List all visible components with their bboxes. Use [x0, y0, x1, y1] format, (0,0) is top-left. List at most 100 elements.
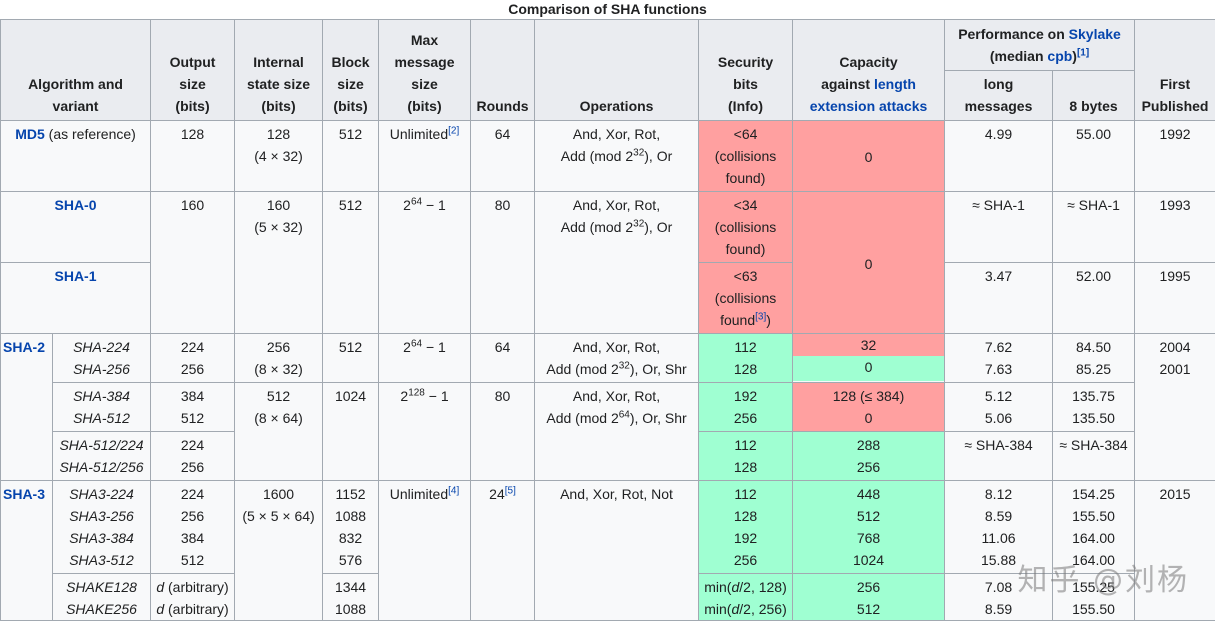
header-internal-line: Internal — [253, 54, 304, 70]
variant-cell: SHA-384 SHA-512 — [51, 382, 152, 432]
security-value: 128 — [733, 459, 758, 475]
security-note: found) — [725, 170, 766, 186]
perf-long-cell: 7.08 8.59 — [944, 573, 1054, 621]
block-value: 832 — [338, 530, 363, 546]
header-max-line: message — [394, 54, 455, 70]
header-algorithm-line: Algorithm and — [28, 76, 123, 92]
security-note-text: ) — [766, 312, 771, 328]
perf-value: 155.50 — [1072, 508, 1115, 524]
header-capacity: Capacity against length extension attack… — [792, 19, 946, 121]
skylake-link[interactable]: Skylake — [1068, 26, 1121, 42]
perf-value: 7.62 — [984, 339, 1013, 355]
operations-cell: And, Xor, Rot, Add (mod 264), Or, Shr — [534, 382, 700, 481]
variant-name: SHA-512/224 — [59, 437, 144, 453]
security-variable: d — [731, 579, 740, 595]
reference-link[interactable]: [5] — [504, 485, 516, 497]
reference-link[interactable]: [1] — [1076, 47, 1090, 59]
header-first-line: First — [1159, 76, 1191, 92]
perf-value: 8.12 — [984, 486, 1013, 502]
security-value: <64 — [733, 126, 758, 142]
capacity-value: 256 — [856, 459, 881, 475]
first-published-cell: 2004 2001 — [1134, 333, 1215, 481]
header-internal-state: Internal state size (bits) — [234, 19, 324, 121]
operations-text: ), Or — [644, 219, 673, 235]
header-security-bits: Security bits (Info) — [698, 19, 794, 121]
output-value: 512 — [180, 410, 205, 426]
variant-cell: SHA3-224 SHA3-256 SHA3-384 SHA3-512 — [51, 480, 152, 574]
header-output-line: (bits) — [175, 98, 210, 114]
output-value: 256 — [180, 508, 205, 524]
block-value: 1344 — [334, 579, 367, 595]
header-row-1: Algorithm and variant Output size (bits)… — [0, 19, 1215, 121]
security-value: 256 — [733, 410, 758, 426]
table-row-sha0: SHA-0 160 160 (5 × 32) 512 264 − 1 80 And… — [0, 191, 1215, 334]
output-note: (arbitrary) — [164, 579, 229, 595]
variant-name: SHA-224 — [73, 339, 130, 355]
security-value: <63 — [733, 268, 758, 284]
output-value: 384 — [180, 530, 205, 546]
security-bits-cell: <34 (collisions found) — [698, 191, 794, 263]
operations-line: Add (mod 232), Or — [537, 216, 696, 238]
operations-line: And, Xor, Rot, — [572, 388, 661, 404]
output-size-cell: d (arbitrary) d (arbitrary) — [150, 573, 236, 621]
capacity-cell: 288 256 — [792, 431, 946, 481]
operations-cell: And, Xor, Rot, Add (mod 232), Or — [534, 191, 700, 334]
security-value: 128 — [733, 508, 758, 524]
max-message-cell: 264 − 1 — [378, 333, 472, 383]
header-block-line: size — [337, 76, 364, 92]
family-cell: SHA-2 — [0, 333, 53, 481]
sha3-link[interactable]: SHA-3 — [3, 486, 46, 502]
sha0-link[interactable]: SHA-0 — [54, 197, 97, 213]
security-value: 112 — [734, 437, 757, 453]
security-bits-cell: <64 (collisions found) — [698, 120, 794, 192]
length-extension-link[interactable]: length — [873, 76, 916, 92]
perf-8bytes-cell: 154.25 155.50 164.00 164.00 — [1052, 480, 1136, 574]
length-extension-link[interactable]: extension attacks — [809, 98, 928, 114]
reference-link[interactable]: [2] — [448, 125, 460, 137]
table-row-sha2-224-256: SHA-2 SHA-224 SHA-256 224 256 256 (8 × 32) … — [0, 333, 1215, 481]
sha1-link[interactable]: SHA-1 — [54, 268, 97, 284]
header-internal-line: (bits) — [261, 98, 296, 114]
header-output-line: Output — [169, 54, 216, 70]
capacity-value: 512 — [856, 508, 881, 524]
perf-value: 135.75 — [1072, 388, 1115, 404]
internal-state-detail: (8 × 32) — [254, 361, 303, 377]
security-variable: d — [731, 601, 740, 617]
output-size-cell: 384 512 — [150, 382, 236, 432]
sha2-link[interactable]: SHA-2 — [3, 339, 46, 355]
perf-value: 5.06 — [984, 410, 1013, 426]
reference-link[interactable]: [4] — [448, 485, 460, 497]
variant-name: SHA3-256 — [69, 508, 134, 524]
capacity-value: 128 (≤ 384) — [832, 388, 905, 404]
internal-state-value: 256 — [266, 339, 291, 355]
table-caption: Comparison of SHA functions — [508, 1, 707, 17]
operations-cell: And, Xor, Rot, Add (mod 232), Or — [534, 120, 700, 192]
watermark: 知乎 @刘杨 — [1017, 563, 1189, 598]
output-value: 512 — [180, 552, 205, 568]
header-first-line: Published — [1141, 98, 1209, 114]
capacity-value: 32 — [793, 334, 944, 356]
capacity-value: 768 — [856, 530, 881, 546]
capacity-value: 0 — [864, 410, 873, 426]
cpb-link[interactable]: cpb — [1047, 48, 1073, 64]
header-performance-text: ) — [1072, 48, 1077, 64]
max-message-exponent: 64 — [410, 338, 423, 350]
perf-long-cell: 4.99 — [944, 120, 1054, 192]
output-note: (arbitrary) — [164, 601, 229, 617]
first-published-cell: 1992 — [1134, 120, 1215, 192]
perf-value: 155.50 — [1072, 601, 1115, 617]
operations-line: And, Xor, Rot, — [572, 197, 661, 213]
perf-value: 84.50 — [1075, 339, 1112, 355]
max-message-cell: 264 − 1 — [378, 191, 472, 334]
perf-value: 8.59 — [984, 601, 1013, 617]
header-output-line: size — [179, 76, 206, 92]
output-value: d (arbitrary) — [153, 598, 232, 620]
header-long-line: messages — [964, 98, 1033, 114]
reference-link[interactable]: [3] — [755, 311, 767, 323]
max-message-cell: 2128 − 1 — [378, 382, 472, 481]
md5-link[interactable]: MD5 — [15, 126, 45, 142]
block-value: 1088 — [334, 601, 367, 617]
perf-long-cell: 5.12 5.06 — [944, 382, 1054, 432]
security-note: (collisions — [714, 219, 777, 235]
security-note: found[3]) — [701, 309, 790, 331]
